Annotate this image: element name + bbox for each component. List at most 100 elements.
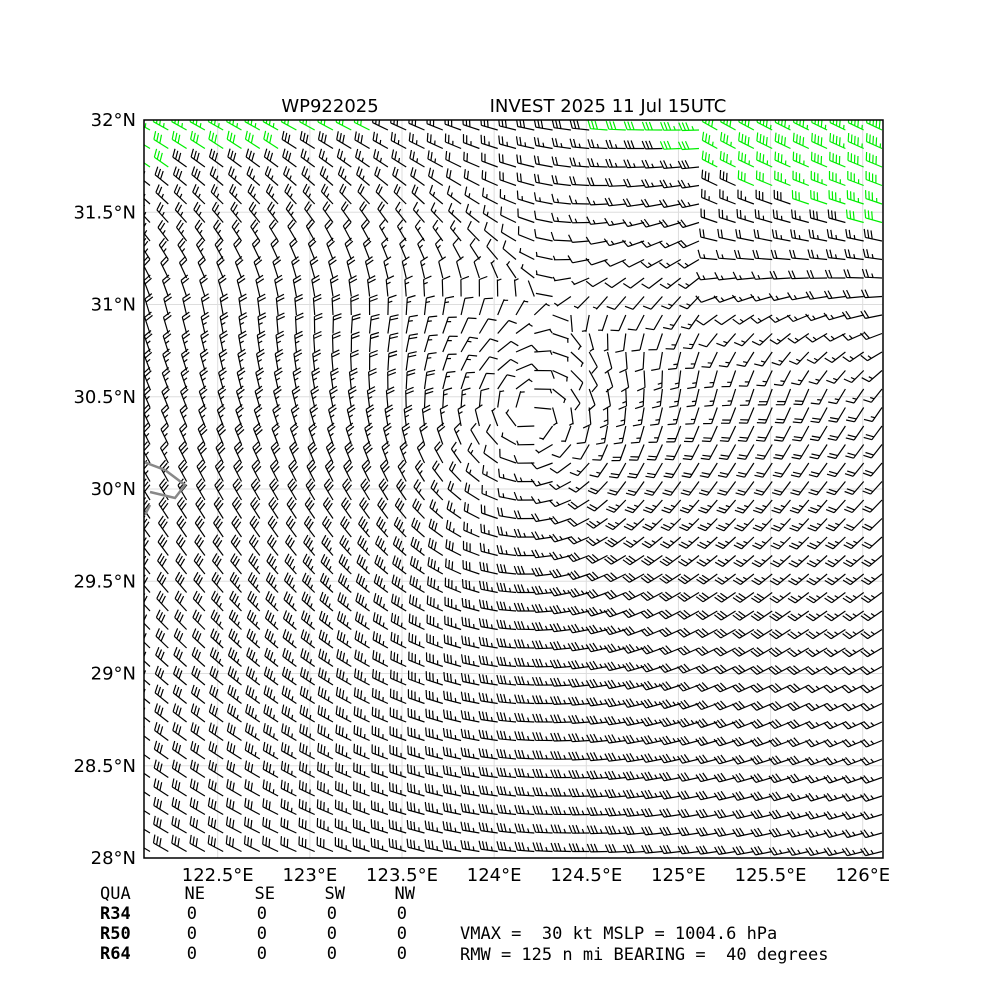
wind-barb <box>805 610 828 622</box>
wind-barb <box>640 698 663 709</box>
wind-barb <box>480 120 498 131</box>
y-tick-label: 28°N <box>91 848 136 869</box>
wind-barb <box>551 175 571 187</box>
wind-barb <box>171 778 187 797</box>
wind-barb <box>659 179 681 189</box>
wind-barb <box>828 171 846 187</box>
wind-barb <box>605 158 626 168</box>
wind-barb <box>641 159 663 169</box>
wind-barb <box>244 120 261 131</box>
wind-barb <box>300 610 316 630</box>
wind-barb <box>480 134 498 150</box>
wind-barb <box>823 811 846 820</box>
wind-barb <box>549 551 572 561</box>
wind-barb <box>732 573 755 586</box>
wind-barb <box>460 691 480 705</box>
wind-barb <box>713 809 736 819</box>
wind-barb <box>372 669 389 686</box>
wind-barb <box>318 629 334 649</box>
wind-barb <box>604 807 626 817</box>
wind-barb <box>207 797 224 816</box>
wind-barb <box>329 274 339 297</box>
wind-barb <box>478 655 498 668</box>
wind-barb <box>426 614 444 631</box>
wind-barb <box>465 462 480 482</box>
wind-barb <box>603 258 627 267</box>
wind-barb <box>791 209 809 224</box>
wind-barb <box>461 635 480 649</box>
wind-barb <box>809 425 828 442</box>
wind-barb <box>641 121 663 131</box>
wind-barb <box>568 214 590 224</box>
wind-barb <box>172 740 187 760</box>
wind-barb <box>264 647 279 667</box>
wind-barb <box>658 663 681 673</box>
wind-barb <box>430 479 444 501</box>
wind-barb <box>496 730 517 742</box>
wind-barb <box>481 152 498 168</box>
wind-barb <box>282 148 297 168</box>
wind-barb <box>445 558 462 575</box>
wind-barb <box>667 407 682 426</box>
wind-barb <box>713 628 736 639</box>
wind-barb <box>686 388 700 408</box>
y-tick-label: 28.5°N <box>73 756 136 777</box>
wind-barb <box>847 132 864 150</box>
wind-barb <box>160 256 169 279</box>
wind-barb <box>322 201 334 223</box>
wind-barb <box>460 673 480 686</box>
wind-barb <box>271 422 280 445</box>
wind-barb <box>228 166 242 186</box>
wind-barb <box>264 609 279 630</box>
wind-barb <box>460 317 477 334</box>
wind-barb <box>478 729 498 742</box>
wind-barb <box>453 422 462 445</box>
wind-barb <box>299 120 315 131</box>
wind-barb <box>604 843 626 853</box>
wind-barb <box>195 496 206 519</box>
wind-barb <box>611 444 627 462</box>
wind-barb <box>478 275 488 297</box>
wind-barb <box>752 249 773 261</box>
wind-barb <box>497 299 509 316</box>
y-tick-label: 30°N <box>91 479 136 500</box>
wind-barb <box>585 660 608 671</box>
wind-barb <box>442 387 453 408</box>
wind-barb <box>401 256 410 279</box>
wind-barb <box>714 555 736 568</box>
wind-barb <box>500 432 517 446</box>
wind-barb <box>481 484 498 501</box>
wind-barb <box>662 481 682 496</box>
wind-barb <box>292 274 302 297</box>
wind-barb <box>209 647 224 667</box>
wind-barb <box>861 268 883 279</box>
wind-barb <box>336 630 352 649</box>
wind-barb <box>770 249 791 261</box>
wind-barb <box>387 294 397 316</box>
x-tick-label: 124.5°E <box>550 865 622 886</box>
wind-barb <box>244 797 261 816</box>
wind-barb <box>606 296 627 310</box>
wind-barb <box>533 192 553 205</box>
wind-barb <box>629 444 645 461</box>
wind-barb <box>570 351 584 368</box>
wind-barb <box>306 459 317 482</box>
wind-barb <box>330 367 339 390</box>
wind-barb <box>861 555 883 567</box>
wind-barb <box>478 318 497 334</box>
wind-barb <box>514 804 535 816</box>
wind-barb <box>603 238 626 247</box>
wind-barb <box>677 258 700 269</box>
wind-barb <box>808 462 828 478</box>
wind-barb <box>287 478 298 501</box>
wind-barb <box>498 468 517 483</box>
wind-barb <box>282 647 297 667</box>
wind-barb <box>460 336 478 353</box>
wind-barb <box>605 120 626 131</box>
wind-barb <box>615 407 627 428</box>
wind-barb <box>862 248 883 261</box>
wind-barb <box>411 517 425 538</box>
wind-barb <box>157 534 169 556</box>
wind-barb <box>461 616 480 631</box>
